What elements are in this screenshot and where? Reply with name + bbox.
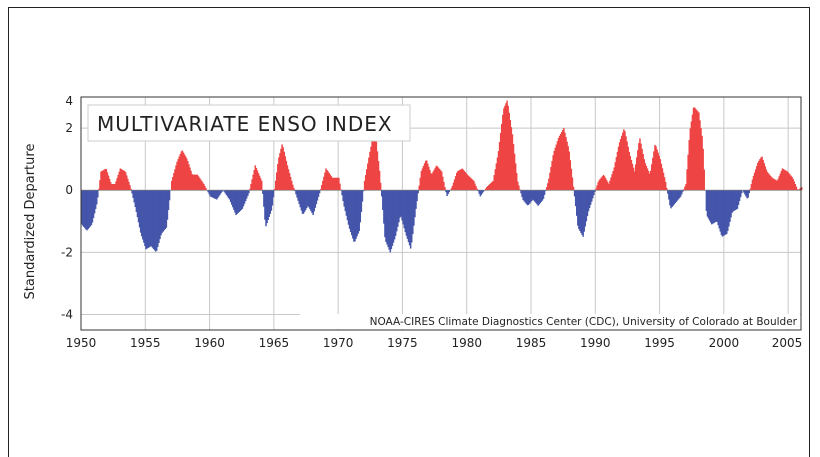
mei-bar (573, 187, 574, 190)
x-tick-label: 2000 (709, 336, 740, 350)
mei-bar (261, 181, 262, 190)
x-tick-label: 1980 (451, 336, 482, 350)
x-tick-label: 1950 (66, 336, 97, 350)
y-tick-label: 0 (65, 183, 73, 197)
y-tick-label: -4 (61, 307, 73, 321)
x-tick-label: 1960 (194, 336, 225, 350)
mei-bar (169, 190, 170, 200)
mei-bar (444, 187, 445, 190)
x-tick-label: 1965 (259, 336, 290, 350)
y-tick-labels: -4 -2 0 2 4 (61, 94, 73, 321)
mei-bar (273, 190, 274, 197)
mei-bar (704, 169, 705, 190)
x-tick-label: 1975 (387, 336, 418, 350)
x-tick-label: 1990 (580, 336, 611, 350)
x-tick-label: 1955 (130, 336, 161, 350)
mei-bar (319, 190, 320, 193)
mei-bar (749, 190, 750, 193)
y-tick-label: -2 (61, 245, 73, 259)
mei-bar (380, 183, 381, 190)
mei-bar (97, 190, 98, 197)
y-tick-label: 4 (65, 94, 73, 108)
x-tick-label: 1985 (516, 336, 547, 350)
y-axis-label: Standardized Departure (23, 144, 38, 300)
mei-bar (339, 184, 340, 191)
y-tick-label: 2 (65, 121, 73, 135)
x-tick-label: 1995 (644, 336, 675, 350)
x-tick-label: 1970 (323, 336, 354, 350)
mei-bar (362, 190, 363, 201)
chart-title: MULTIVARIATE ENSO INDEX (97, 112, 393, 136)
mei-bar (417, 190, 418, 193)
mei-bar (248, 190, 249, 193)
x-tick-label: 2005 (772, 336, 803, 350)
x-tick-labels: 1950 1955 1960 1965 1970 1975 1980 1985 1990 1995… (66, 336, 803, 350)
credit-line: NOAA-CIRES Climate Diagnostics Center (C… (370, 316, 798, 328)
mei-bar (741, 190, 742, 193)
